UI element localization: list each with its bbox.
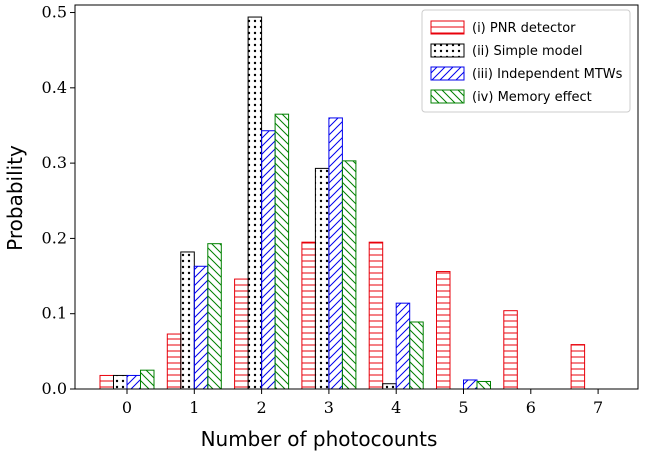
y-tick-label: 0.0 [42, 379, 67, 398]
bar-1-5 [436, 271, 451, 390]
plot-frame [74, 4, 639, 390]
bar-1-0 [99, 374, 114, 390]
bar-1-4 [368, 241, 384, 390]
bar-3-1 [193, 265, 209, 390]
legend-swatch-1 [430, 20, 465, 35]
bar-2-0 [113, 374, 128, 390]
bar-3-0 [126, 374, 141, 390]
legend-swatch-2 [430, 43, 465, 58]
bar-1-6 [503, 310, 518, 390]
bar-1-7 [570, 344, 586, 390]
bar-4-3 [341, 160, 357, 390]
x-tick-label: 3 [324, 398, 334, 417]
bar-4-5 [476, 380, 491, 390]
bar-2-2 [247, 16, 263, 390]
bar-3-5 [463, 379, 478, 390]
y-tick-label: 0.3 [42, 153, 67, 172]
bar-2-1 [180, 251, 195, 390]
x-tick-label: 5 [458, 398, 468, 417]
bar-3-3 [328, 117, 343, 390]
legend-label-3: (iii) Independent MTWs [472, 67, 623, 82]
axes-group: 0.0 0.1 0.2 0.3 0.4 0.5 0 1 2 3 4 5 6 7 [42, 3, 639, 417]
legend-label-4: (iv) Memory effect [472, 90, 592, 105]
y-tick-label: 0.1 [42, 304, 67, 323]
x-tick-label: 0 [122, 398, 132, 417]
bar-2-4 [382, 383, 397, 390]
x-tick-label: 1 [189, 398, 199, 417]
legend-swatch-4 [430, 89, 465, 104]
bar-4-4 [409, 321, 424, 390]
x-tick-label: 4 [391, 398, 401, 417]
bar-4-1 [207, 243, 222, 390]
bar-4-2 [274, 113, 290, 390]
bars-group [99, 16, 586, 390]
legend-label-1: (i) PNR detector [472, 21, 576, 36]
y-axis-label: Probability [3, 145, 27, 251]
legend: (i) PNR detector (ii) Simple model (iii) I… [421, 9, 631, 113]
bar-4-0 [140, 369, 155, 390]
bar-2-3 [314, 167, 330, 390]
x-axis-label: Number of photocounts [201, 427, 438, 451]
legend-box [421, 9, 631, 113]
bar-1-1 [166, 333, 182, 390]
x-tick-label: 6 [526, 398, 536, 417]
y-tick-label: 0.5 [42, 3, 67, 22]
y-tick-label: 0.4 [42, 78, 67, 97]
x-tick-label: 2 [257, 398, 267, 417]
bar-3-2 [261, 130, 276, 390]
legend-swatch-3 [430, 66, 465, 81]
legend-label-2: (ii) Simple model [472, 44, 583, 59]
x-tick-label: 7 [593, 398, 603, 417]
y-tick-label: 0.2 [42, 228, 67, 247]
bar-3-4 [395, 302, 411, 390]
bar-1-2 [234, 278, 249, 390]
bar-1-3 [301, 241, 316, 390]
